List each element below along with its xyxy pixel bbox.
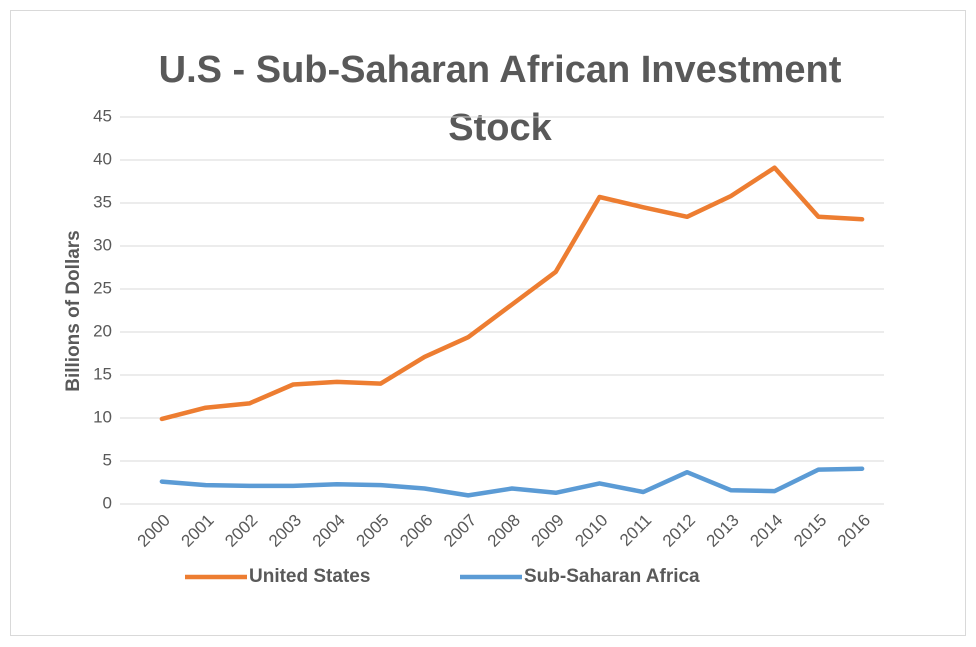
y-tick-label: 0 bbox=[103, 493, 112, 512]
y-tick-label: 20 bbox=[93, 321, 112, 340]
y-tick-label: 30 bbox=[93, 235, 112, 254]
chart-title: U.S - Sub-Saharan African Investment Stoc… bbox=[159, 49, 842, 149]
y-tick-label: 40 bbox=[93, 149, 112, 168]
y-tick-label: 35 bbox=[93, 192, 112, 211]
y-tick-label: 15 bbox=[93, 364, 112, 383]
y-tick-label: 10 bbox=[93, 407, 112, 426]
legend-label: Sub-Saharan Africa bbox=[524, 566, 700, 587]
line-series bbox=[159, 466, 865, 498]
y-axis-label: Billions of Dollars bbox=[63, 230, 84, 392]
y-tick-label: 5 bbox=[103, 450, 112, 469]
y-tick-label: 45 bbox=[93, 106, 112, 125]
legend-label: United States bbox=[249, 566, 370, 587]
y-tick-label: 25 bbox=[93, 278, 112, 297]
line-series bbox=[159, 165, 865, 422]
